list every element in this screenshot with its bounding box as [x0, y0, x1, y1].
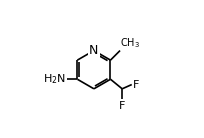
Text: F: F — [119, 101, 125, 111]
Text: H$_2$N: H$_2$N — [43, 72, 66, 86]
Text: CH$_3$: CH$_3$ — [121, 36, 141, 50]
Text: F: F — [133, 80, 139, 90]
Text: N: N — [89, 44, 99, 57]
